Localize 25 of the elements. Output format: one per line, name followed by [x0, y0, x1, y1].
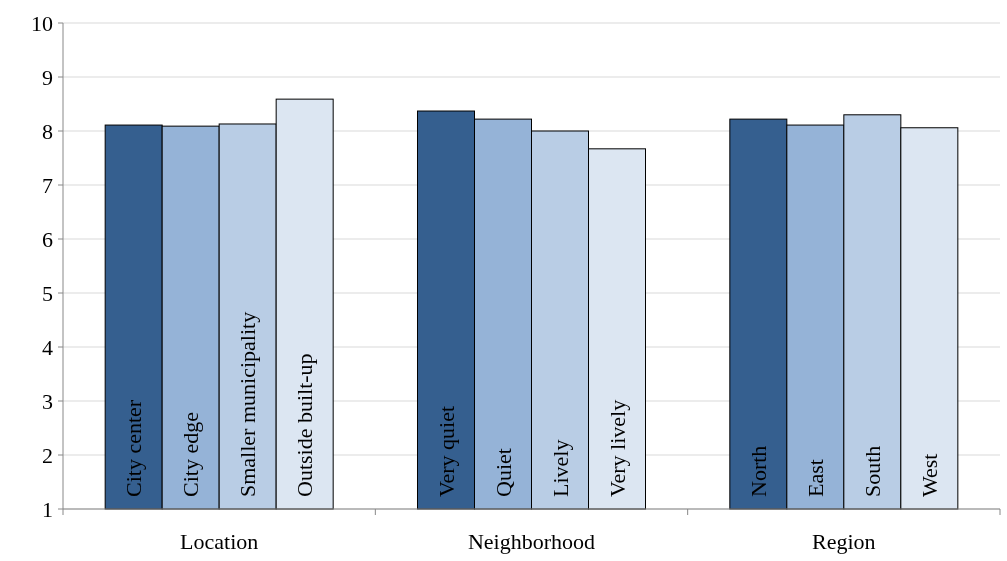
- x-tick-label: North: [746, 445, 772, 497]
- x-tick-label: Smaller municipality: [235, 311, 261, 497]
- x-tick-label: Quiet: [490, 448, 516, 497]
- y-tick-label: 9: [42, 64, 53, 90]
- x-tick-label: Very lively: [604, 399, 630, 497]
- x-tick-label: Outside built-up: [292, 353, 318, 497]
- x-tick-label: Very quiet: [433, 405, 459, 497]
- text: Location: [180, 529, 259, 554]
- text: Region: [812, 529, 876, 554]
- y-tick-label: 6: [42, 226, 53, 252]
- x-tick-label: East: [803, 459, 829, 497]
- x-tick-label: City center: [121, 399, 147, 497]
- x-tick-label: West: [917, 453, 943, 497]
- y-tick-label: 7: [42, 172, 53, 198]
- y-tick-label: 5: [42, 280, 53, 306]
- y-tick-label: 2: [42, 442, 53, 468]
- x-tick-label: South: [860, 445, 886, 497]
- x-tick-label: Lively: [547, 439, 573, 497]
- y-tick-label: 8: [42, 118, 53, 144]
- y-tick-label: 10: [31, 10, 53, 36]
- text: Neighborhood: [467, 529, 596, 554]
- x-tick-label: City edge: [178, 412, 204, 497]
- y-tick-label: 4: [42, 334, 53, 360]
- y-tick-label: 1: [42, 496, 53, 522]
- y-tick-label: 3: [42, 388, 53, 414]
